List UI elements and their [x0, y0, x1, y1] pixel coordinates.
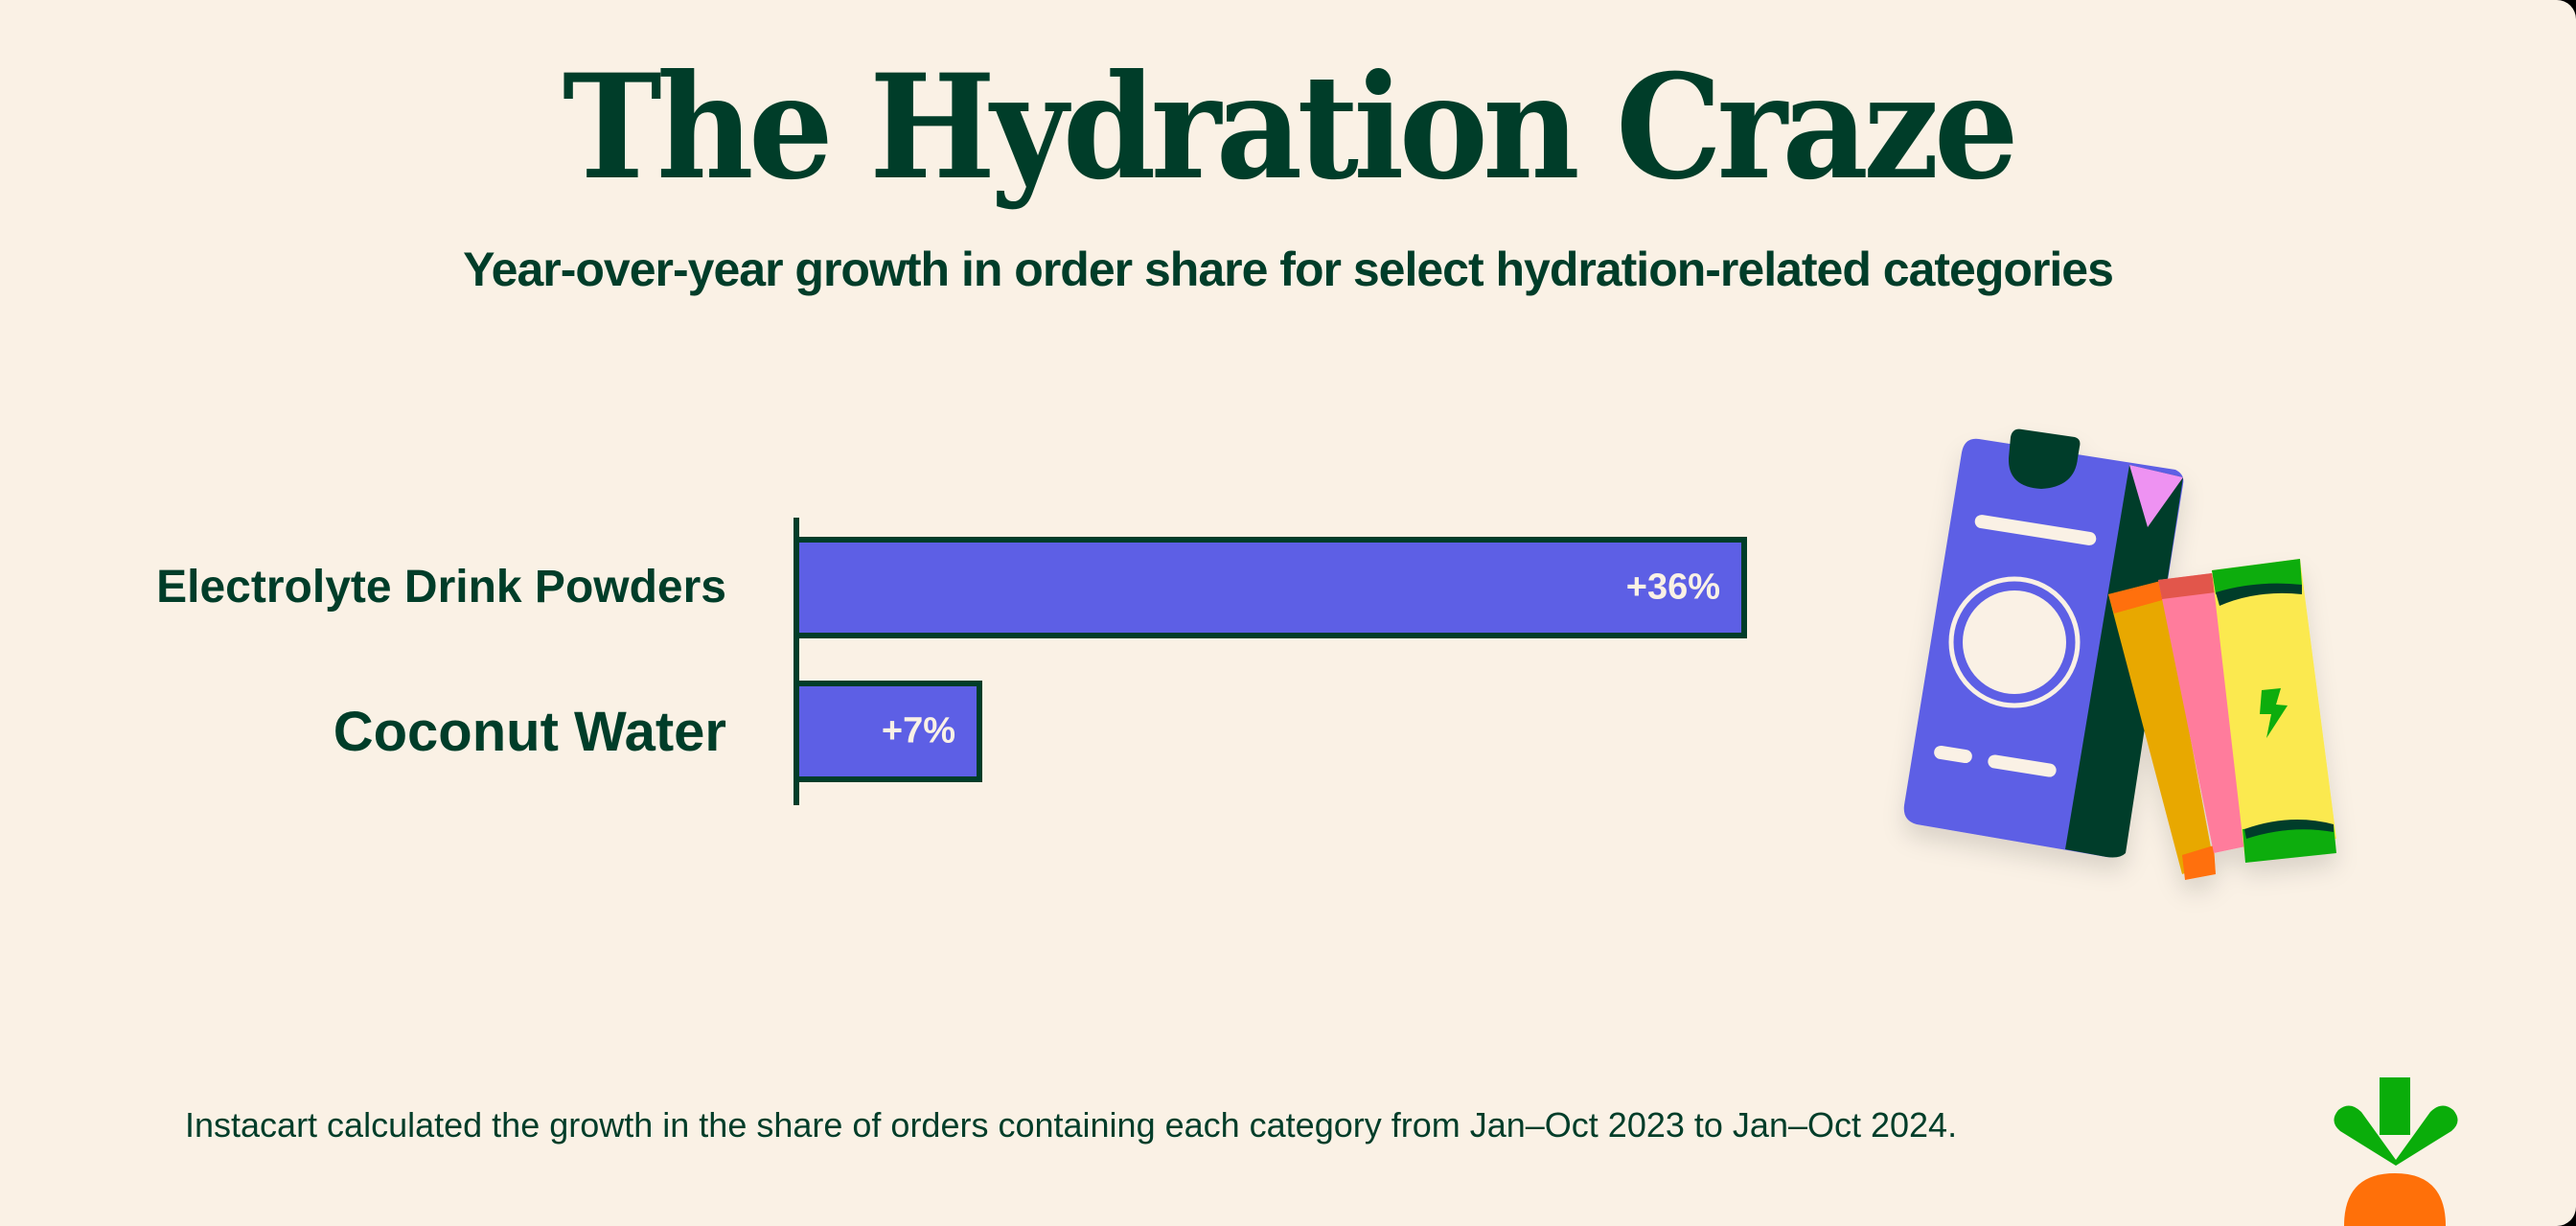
bar-value-label: +7%: [881, 710, 955, 752]
bar-value-label: +36%: [1625, 567, 1720, 608]
page-title: The Hydration Craze: [562, 43, 2019, 212]
bar-coconut-water: +7%: [794, 681, 982, 782]
bar-electrolyte: +36%: [794, 537, 1747, 638]
page-subtitle: Year-over-year growth in order share for…: [463, 243, 2114, 296]
hydration-products-icon: [1903, 428, 2336, 880]
instacart-carrot-logo: [2334, 1077, 2458, 1226]
footnote: Instacart calculated the growth in the s…: [185, 1105, 1958, 1145]
category-label-coconut-water: Coconut Water: [333, 701, 726, 763]
y-axis-line: [794, 518, 799, 805]
category-label-electrolyte: Electrolyte Drink Powders: [156, 562, 726, 613]
